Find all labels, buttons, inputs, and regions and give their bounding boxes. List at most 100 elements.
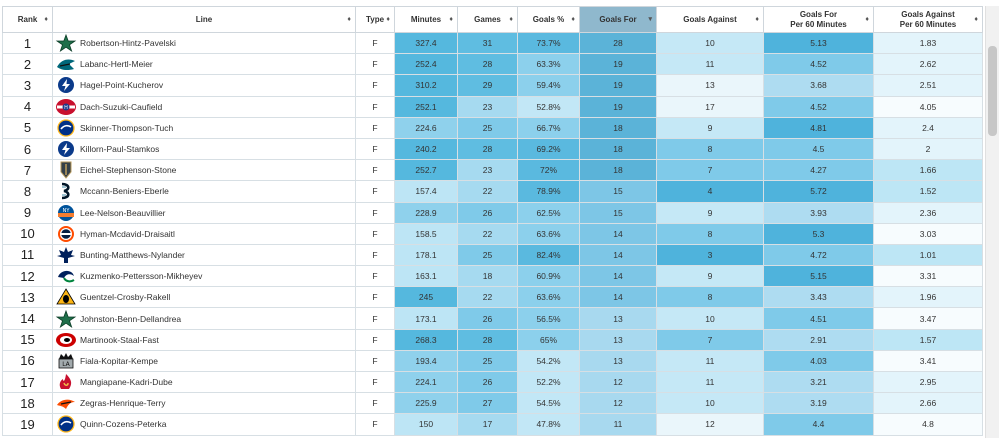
table-row[interactable]: 13 Guentzel-Crosby-Rakell F 245 22 63.6% 14 8 3.…	[2, 286, 983, 309]
rank-cell: 14	[2, 307, 53, 330]
goals-pct-cell: 65%	[517, 328, 580, 351]
table-row[interactable]: 1 Robertson-Hintz-Pavelski F 327.4 31 73.7% 28…	[2, 31, 983, 55]
line-cell: Skinner-Thompson-Tuch	[52, 116, 356, 139]
goals-for-cell: 14	[579, 265, 657, 288]
line-name: Kuzmenko-Pettersson-Mikheyev	[80, 271, 203, 282]
rank-cell: 8	[2, 180, 53, 203]
goals-pct-cell: 54.5%	[517, 392, 580, 415]
goals-against-cell: 12	[656, 413, 764, 436]
column-header-goals-pct[interactable]: Goals % ♦	[517, 6, 580, 33]
table-row[interactable]: 14 Johnston-Benn-Dellandrea F 173.1 26 56.5% 1…	[2, 307, 983, 330]
goals-pct-cell: 60.9%	[517, 265, 580, 288]
table-row[interactable]: 4 H Dach-Suzuki-Caufield F 252.1 23 52.8% 19 17 4…	[2, 95, 983, 118]
table-row[interactable]: 17 Mangiapane-Kadri-Dube F 224.1 26 52.2% 12 11…	[2, 370, 983, 394]
column-header-goals-against[interactable]: Goals Against ♦	[656, 6, 764, 33]
column-header-line[interactable]: Line ♦	[52, 6, 356, 33]
table-row[interactable]: 3 Hagel-Point-Kucherov F 310.2 29 59.4% 19 13 3.…	[2, 74, 983, 97]
goals-against-cell: 8	[656, 222, 764, 245]
gf60-cell: 3.19	[763, 392, 874, 415]
table-row[interactable]: 16 LA Fiala-Kopitar-Kempe F 193.4 25 54.2% 13 11…	[2, 349, 983, 373]
table-row[interactable]: 18 Zegras-Henrique-Terry F 225.9 27 54.5% 12 10…	[2, 392, 983, 415]
gf60-cell: 2.91	[763, 328, 874, 351]
vertical-scrollbar[interactable]	[985, 6, 999, 438]
goals-against-cell: 4	[656, 180, 764, 203]
table-row[interactable]: 10 Hyman-Mcdavid-Draisaitl F 158.5 22 63.6% 14…	[2, 222, 983, 245]
gf60-cell: 3.43	[763, 286, 874, 309]
sharks-icon	[55, 55, 77, 73]
type-cell: F	[355, 243, 395, 267]
rank-cell: 4	[2, 95, 53, 118]
table-row[interactable]: 6 Killorn-Paul-Stamkos F 240.2 28 69.2% 18 8 4.5…	[2, 137, 983, 161]
column-header-type[interactable]: Type ♦	[355, 6, 395, 33]
goals-for-cell: 14	[579, 286, 657, 309]
line-name: Killorn-Paul-Stamkos	[80, 144, 160, 155]
minutes-cell: 157.4	[394, 180, 458, 203]
line-cell: Quinn-Cozens-Peterka	[52, 413, 356, 436]
table-row[interactable]: 19 Quinn-Cozens-Peterka F 150 17 47.8% 11 12 4.4…	[2, 413, 983, 436]
type-cell: F	[355, 116, 395, 139]
column-header-gf60[interactable]: Goals For Per 60 Minutes ♦	[763, 6, 874, 33]
gf60-cell: 4.03	[763, 349, 874, 373]
table-row[interactable]: 11 Bunting-Matthews-Nylander F 178.1 25 82.4%…	[2, 243, 983, 267]
sort-icon: ♦	[865, 15, 869, 23]
table-row[interactable]: 12 Kuzmenko-Pettersson-Mikheyev F 163.1 18 60…	[2, 265, 983, 288]
minutes-cell: 240.2	[394, 137, 458, 161]
rank-cell: 15	[2, 328, 53, 351]
ga60-cell: 2.95	[873, 370, 983, 394]
kings-icon: LA	[55, 352, 77, 370]
sort-icon: ♦	[449, 15, 453, 23]
header-label: Games	[474, 14, 501, 24]
ga60-cell: 2.51	[873, 74, 983, 97]
type-cell: F	[355, 53, 395, 76]
sort-active-icon: ▾	[648, 15, 652, 23]
table-row[interactable]: 15 Martinook-Staal-Fast F 268.3 28 65% 13 7 2.91…	[2, 328, 983, 351]
column-header-games[interactable]: Games ♦	[457, 6, 518, 33]
games-cell: 18	[457, 265, 518, 288]
goals-for-cell: 15	[579, 180, 657, 203]
lightning-icon	[55, 76, 77, 94]
goals-pct-cell: 56.5%	[517, 307, 580, 330]
goals-against-cell: 7	[656, 159, 764, 182]
goals-for-cell: 18	[579, 137, 657, 161]
games-cell: 25	[457, 116, 518, 139]
canucks-icon	[55, 267, 77, 285]
column-header-rank[interactable]: Rank ♦	[2, 6, 53, 33]
table-row[interactable]: 2 Labanc-Hertl-Meier F 252.4 28 63.3% 19 11 4.52…	[2, 53, 983, 76]
line-name: Fiala-Kopitar-Kempe	[80, 355, 158, 366]
maple-leafs-icon	[55, 246, 77, 264]
scrollbar-thumb[interactable]	[988, 46, 997, 136]
goals-against-cell: 9	[656, 201, 764, 224]
minutes-cell: 224.6	[394, 116, 458, 139]
column-header-goals-for[interactable]: Goals For ▾	[579, 6, 657, 33]
ga60-cell: 4.8	[873, 413, 983, 436]
goals-against-cell: 11	[656, 53, 764, 76]
games-cell: 28	[457, 53, 518, 76]
line-cell: Mangiapane-Kadri-Dube	[52, 370, 356, 394]
type-cell: F	[355, 265, 395, 288]
line-cell: Guentzel-Crosby-Rakell	[52, 286, 356, 309]
header-label: Goals Against	[901, 9, 955, 19]
goals-for-cell: 13	[579, 349, 657, 373]
line-name: Lee-Nelson-Beauvillier	[80, 207, 166, 218]
table-row[interactable]: 5 Skinner-Thompson-Tuch F 224.6 25 66.7% 18 9 4.…	[2, 116, 983, 139]
table-row[interactable]: 8 Mccann-Beniers-Eberle F 157.4 22 78.9% 15 4 5.…	[2, 180, 983, 203]
goals-for-cell: 12	[579, 370, 657, 394]
ga60-cell: 2.62	[873, 53, 983, 76]
games-cell: 28	[457, 328, 518, 351]
games-cell: 23	[457, 95, 518, 118]
goals-against-cell: 9	[656, 265, 764, 288]
rank-cell: 17	[2, 370, 53, 394]
column-header-ga60[interactable]: Goals Against Per 60 Minutes ♦	[873, 6, 983, 33]
sabres-icon	[55, 415, 77, 434]
games-cell: 28	[457, 137, 518, 161]
table-row[interactable]: 7 Eichel-Stephenson-Stone F 252.7 23 72% 18 7 4.…	[2, 159, 983, 182]
minutes-cell: 245	[394, 286, 458, 309]
line-cell: Killorn-Paul-Stamkos	[52, 137, 356, 161]
sort-icon: ♦	[509, 15, 513, 23]
column-header-minutes[interactable]: Minutes ♦	[394, 6, 458, 33]
goals-pct-cell: 73.7%	[517, 31, 580, 55]
table-row[interactable]: 9 NY Lee-Nelson-Beauvillier F 228.9 26 62.5% 15…	[2, 201, 983, 224]
goals-pct-cell: 66.7%	[517, 116, 580, 139]
minutes-cell: 327.4	[394, 31, 458, 55]
